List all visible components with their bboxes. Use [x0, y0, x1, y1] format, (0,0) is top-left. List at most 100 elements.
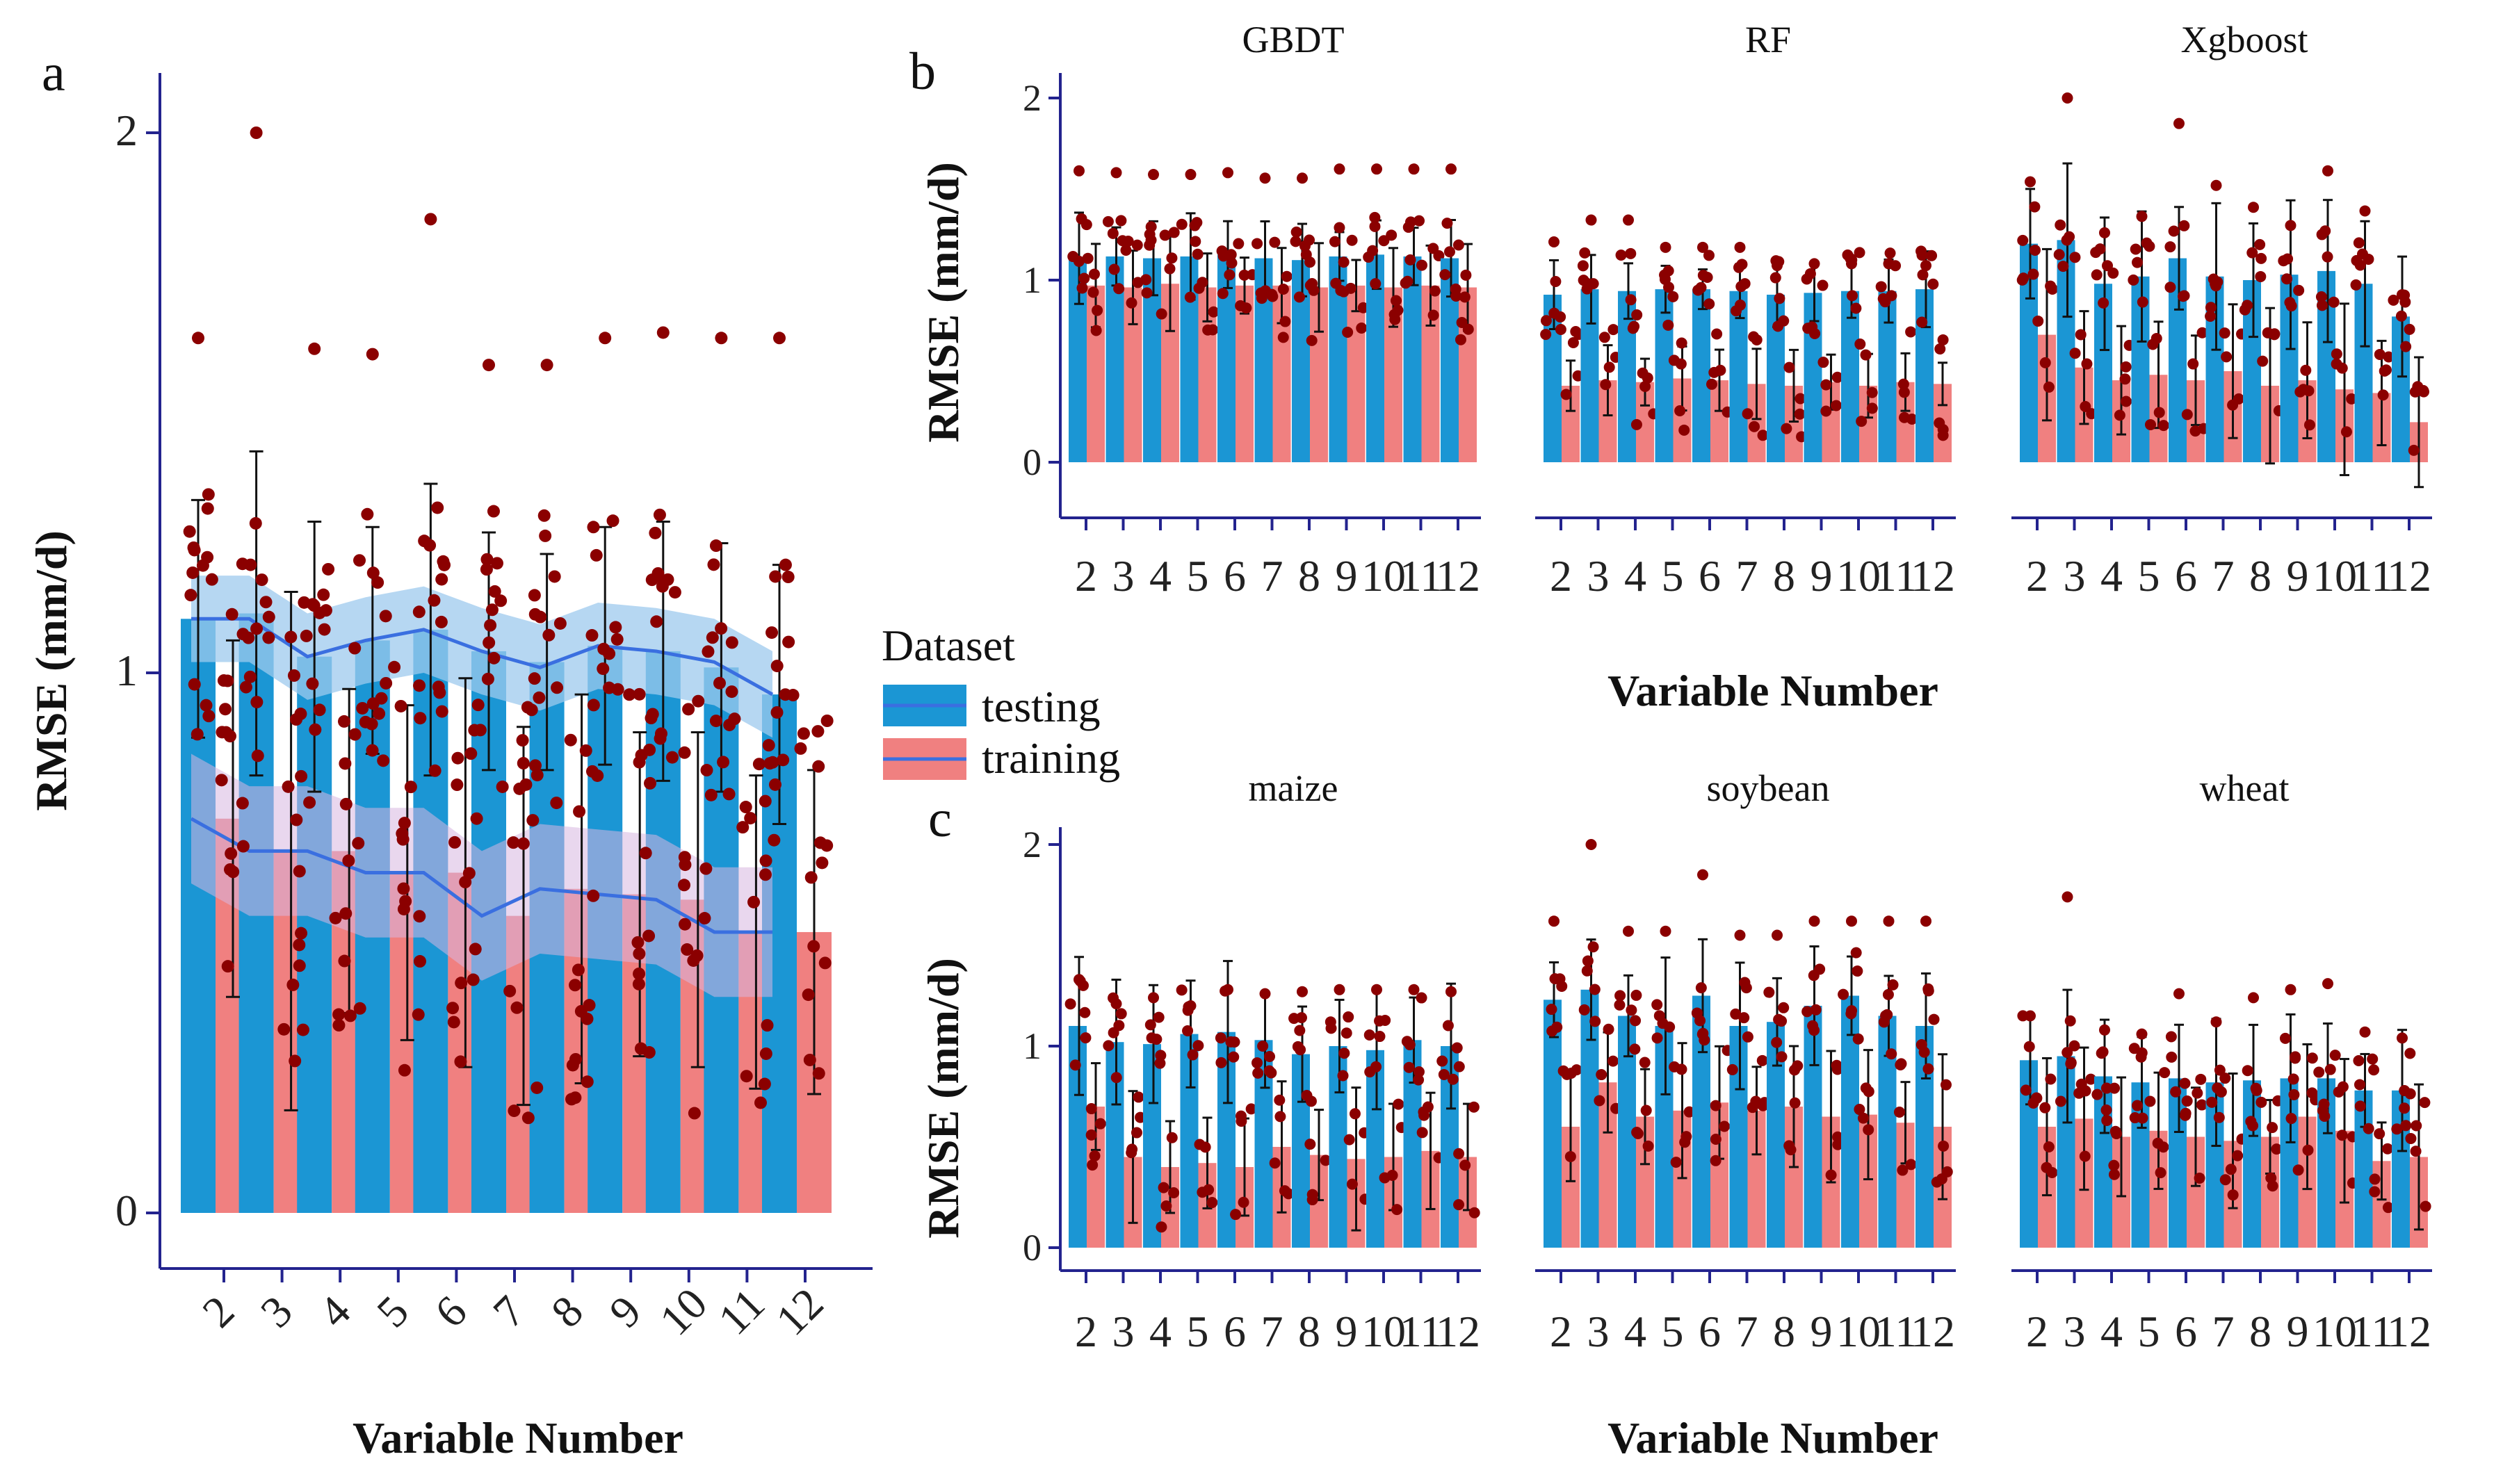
point-training-5 [398, 1063, 411, 1077]
panel-c-point-training [2225, 1164, 2237, 1175]
panel-a-ytick-label: 1 [115, 646, 138, 695]
point-testing-9 [606, 514, 619, 528]
point-training-9 [642, 1046, 656, 1059]
point-training-7 [510, 1001, 524, 1014]
panel-b-point-testing [1176, 218, 1188, 230]
point-training-6 [462, 867, 476, 880]
point-training-4 [353, 1002, 366, 1015]
point-testing-8 [548, 570, 561, 583]
point-testing-10 [649, 526, 662, 539]
panel-c-point-testing [1694, 1015, 1706, 1027]
panel-b-point-training [1905, 326, 1917, 338]
panel-c-point-testing-max [1222, 984, 1233, 995]
panel-b-point-testing [2242, 300, 2253, 311]
panel-c-point-training [1235, 1110, 1247, 1122]
panel-c-point-testing-max [2136, 1028, 2148, 1040]
panel-b-bar-testing-GBDT-11 [1403, 256, 1422, 462]
panel-b-point-testing-max [2359, 205, 2371, 217]
panel-c-point-testing [1215, 1057, 1227, 1068]
panel-b-point-training [1088, 268, 1100, 280]
point-training-3 [295, 927, 308, 940]
panel-b-point-training [1757, 430, 1769, 441]
panel-c-point-training [1320, 1155, 1331, 1166]
panel-c-point-testing [2319, 1110, 2331, 1122]
panel-b-point-testing [1226, 257, 1238, 269]
panel-c-xtick-label-5: 5 [1662, 1307, 1684, 1356]
point-testing-10 [665, 751, 679, 764]
panel-c-point-training [2079, 1150, 2091, 1162]
panel-b-point-testing [1774, 293, 1785, 304]
panel-b-point-testing [2351, 254, 2363, 266]
panel-b-point-training [1459, 291, 1471, 303]
panel-b-point-training [1820, 379, 1832, 391]
panel-b-point-training [1090, 325, 1102, 336]
panel-b-point-testing [1140, 274, 1152, 286]
panel-c-bar-testing-maize-2 [1069, 1026, 1087, 1248]
panel-c-point-training [1156, 1221, 1167, 1233]
panel-c-point-testing [1442, 1020, 1454, 1032]
smooth-line-training [190, 817, 772, 934]
point-testing-3 [262, 631, 275, 644]
point-testing-7 [488, 585, 501, 598]
panel-b-bar-testing-RF-5 [1655, 289, 1674, 462]
panel-b-xtick-label-8: 8 [1298, 551, 1320, 601]
point-testing-6 [412, 605, 426, 619]
panel-b-point-testing-max [1408, 163, 1420, 175]
panel-c-point-testing [1776, 1051, 1788, 1063]
point-training-11 [747, 895, 761, 908]
panel-c-xtick-label-7: 7 [1261, 1307, 1283, 1356]
point-testing-5 [366, 744, 379, 757]
panel-b-xtick-label-9: 9 [1811, 551, 1833, 601]
point-testing-max-10 [656, 326, 670, 339]
panel-c-point-training [1418, 1109, 1430, 1121]
panel-b-point-testing [1293, 291, 1305, 303]
panel-b-bar-testing-RF-3 [1580, 289, 1599, 462]
point-training-12 [811, 725, 825, 738]
panel-c-point-training [2302, 1144, 2314, 1156]
panel-c-bar-testing-wheat-9 [2280, 1078, 2299, 1248]
point-training-10 [682, 703, 695, 716]
point-training-12 [812, 760, 825, 773]
panel-c-point-testing-max [1623, 925, 1634, 937]
panel-b-bar-training-GBDT-9 [1347, 285, 1366, 462]
panel-b-point-training [1356, 323, 1368, 334]
panel-b-point-testing [2168, 225, 2180, 237]
point-testing-11 [725, 685, 738, 699]
point-testing-4 [303, 796, 316, 809]
panel-b-point-testing-max [1371, 163, 1382, 175]
panel-c-point-testing [2247, 1120, 2259, 1132]
panel-b-point-testing [1703, 298, 1715, 310]
panel-b-point-testing [2137, 296, 2148, 308]
point-training-11 [759, 868, 772, 881]
panel-c-point-testing [2170, 1086, 2182, 1098]
panel-c-point-training [2419, 1097, 2431, 1109]
panel-c-point-testing [1922, 983, 1934, 995]
point-testing-6 [437, 555, 450, 568]
panel-c-bar-testing-soybean-12 [1915, 1026, 1934, 1248]
point-training-6 [464, 747, 478, 760]
panel-b-point-training [2340, 426, 2352, 438]
panel-b-point-testing [2017, 234, 2029, 246]
panel-b-point-testing [1266, 288, 1278, 300]
panel-b-point-training [1668, 354, 1680, 366]
panel-b-xtick-label-11: 11 [1400, 551, 1443, 601]
panel-c-point-testing [1374, 1031, 1386, 1043]
point-testing-2 [202, 488, 215, 501]
panel-c-point-training [2155, 1167, 2166, 1179]
panel-b-facet-title-GBDT: GBDT [1242, 19, 1345, 60]
panel-b-xtick-label-4: 4 [1149, 551, 1172, 601]
panel-c-point-testing [2214, 1064, 2226, 1076]
panel-c-point-testing [1340, 1027, 1352, 1039]
point-testing-2 [184, 589, 197, 602]
panel-b-point-testing [2053, 249, 2065, 261]
point-testing-7 [496, 780, 509, 793]
point-testing-2 [183, 525, 196, 538]
point-training-9 [633, 947, 646, 961]
point-training-11 [744, 812, 757, 825]
panel-b-point-testing [2404, 323, 2415, 335]
panel-b-point-training [1639, 380, 1651, 392]
point-testing-9 [591, 769, 604, 782]
panel-b-point-testing [2132, 256, 2144, 268]
panel-b-point-testing [1115, 215, 1127, 227]
